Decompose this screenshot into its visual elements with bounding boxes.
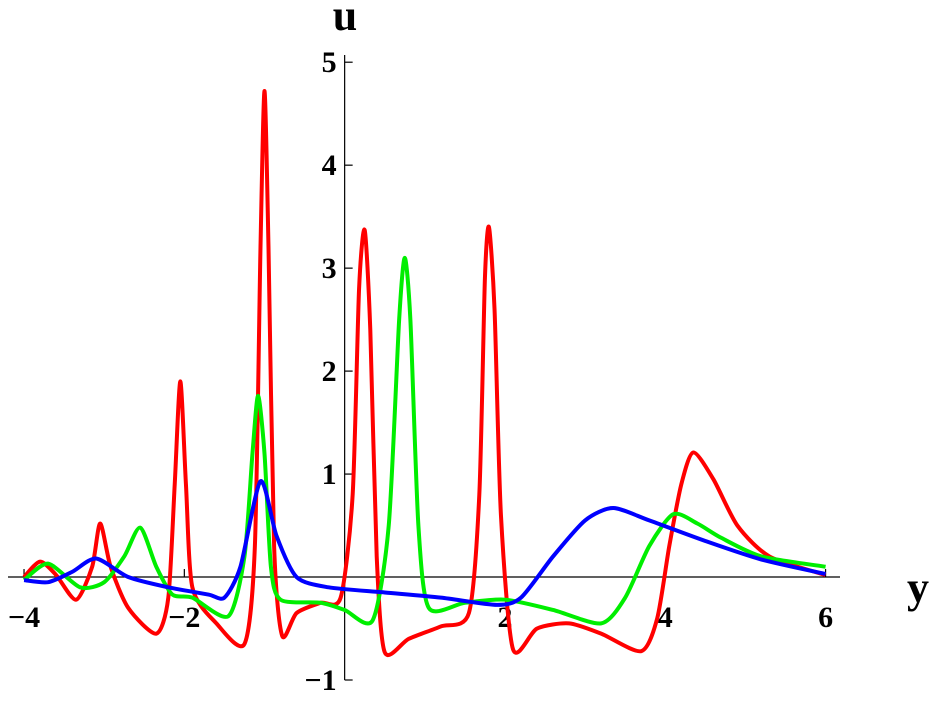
y-tick-label: 2 (322, 355, 337, 388)
series-line (22, 89, 827, 657)
series-line (23, 479, 827, 607)
x-tick-label: −2 (168, 601, 200, 634)
y-tick-label: −1 (305, 664, 337, 697)
y-tick-label: 1 (322, 458, 337, 491)
x-tick-label: −4 (8, 601, 40, 634)
y-tick-label: 3 (322, 252, 337, 285)
y-axis-label: u (333, 0, 357, 40)
series-line (22, 255, 826, 626)
y-tick-label: 5 (322, 46, 337, 79)
x-axis-label: y (907, 563, 929, 612)
x-tick-label: 6 (818, 601, 833, 634)
y-tick-label: 4 (322, 149, 337, 182)
x-tick-label: 4 (658, 601, 673, 634)
